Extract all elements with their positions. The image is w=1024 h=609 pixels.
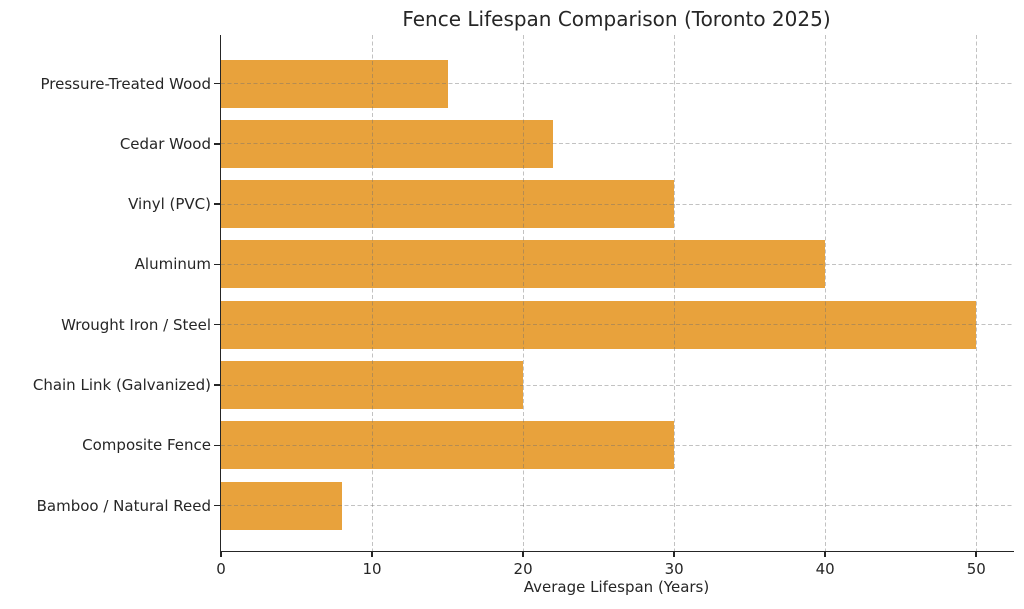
bar-aluminum [221,240,826,289]
gridline-y [221,83,1014,84]
y-tick-label: Wrought Iron / Steel [61,315,211,334]
bar-cedar-wood [221,119,554,168]
gridline-y [221,324,1014,326]
y-tick-mark [213,504,220,507]
x-tick-mark [371,551,373,557]
bar-vinyl-pvc- [221,180,675,229]
x-tick-mark [975,551,977,557]
bar-pressure-treated-wood [221,59,448,108]
y-tick-mark [213,143,220,145]
bar-bamboo-natural-reed [221,481,342,530]
x-tick-label: 10 [362,560,382,578]
bar-chain-link-galvanized- [221,361,524,409]
x-tick-label: 30 [664,560,684,578]
x-tick-mark [824,551,826,557]
y-tick-mark [213,82,220,85]
gridline-y [221,384,1014,386]
y-tick-label: Bamboo / Natural Reed [36,496,211,515]
y-tick-mark [213,323,220,326]
gridline-y [221,444,1014,446]
gridline-y [221,203,1014,205]
gridline-x [371,35,373,551]
bar-composite-fence [221,421,675,470]
gridline-y [221,143,1014,145]
y-tick-label: Composite Fence [82,436,211,455]
x-tick-label: 50 [966,560,986,578]
gridline-x [824,35,826,551]
bar-wrought-iron-steel [221,300,977,349]
y-tick-mark [213,203,220,205]
y-tick-label: Pressure-Treated Wood [40,74,211,93]
x-tick-mark [220,551,222,557]
x-tick-label: 20 [513,560,533,578]
chart-title: Fence Lifespan Comparison (Toronto 2025) [402,7,831,31]
gridline-y [221,505,1014,507]
y-tick-label: Vinyl (PVC) [128,195,211,214]
gridline-x [522,35,524,551]
gridline-x [673,35,675,551]
x-tick-mark [673,551,675,557]
gridline-x [975,35,977,551]
y-tick-mark [213,444,220,447]
y-tick-label: Cedar Wood [119,134,211,153]
x-tick-label: 40 [815,560,835,578]
x-tick-mark [522,551,524,557]
y-tick-mark [213,384,220,386]
gridline-y [221,263,1014,265]
x-axis-label: Average Lifespan (Years) [523,578,710,596]
y-tick-mark [213,263,220,266]
x-tick-label: 0 [216,560,226,578]
y-tick-label: Aluminum [134,255,211,274]
plot-area: Pressure-Treated Wood Cedar Wood Vinyl (PV… [33,35,1014,578]
y-tick-label: Chain Link (Galvanized) [32,376,211,394]
